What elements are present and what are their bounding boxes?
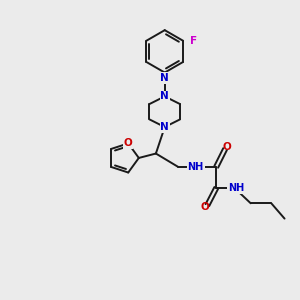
Text: NH: NH — [228, 183, 244, 193]
Text: O: O — [124, 138, 133, 148]
Text: N: N — [160, 122, 169, 132]
Text: O: O — [222, 142, 231, 152]
Text: NH: NH — [188, 162, 204, 172]
Text: N: N — [160, 73, 169, 83]
Text: O: O — [201, 202, 209, 212]
Text: F: F — [190, 36, 197, 46]
Text: N: N — [160, 92, 169, 101]
